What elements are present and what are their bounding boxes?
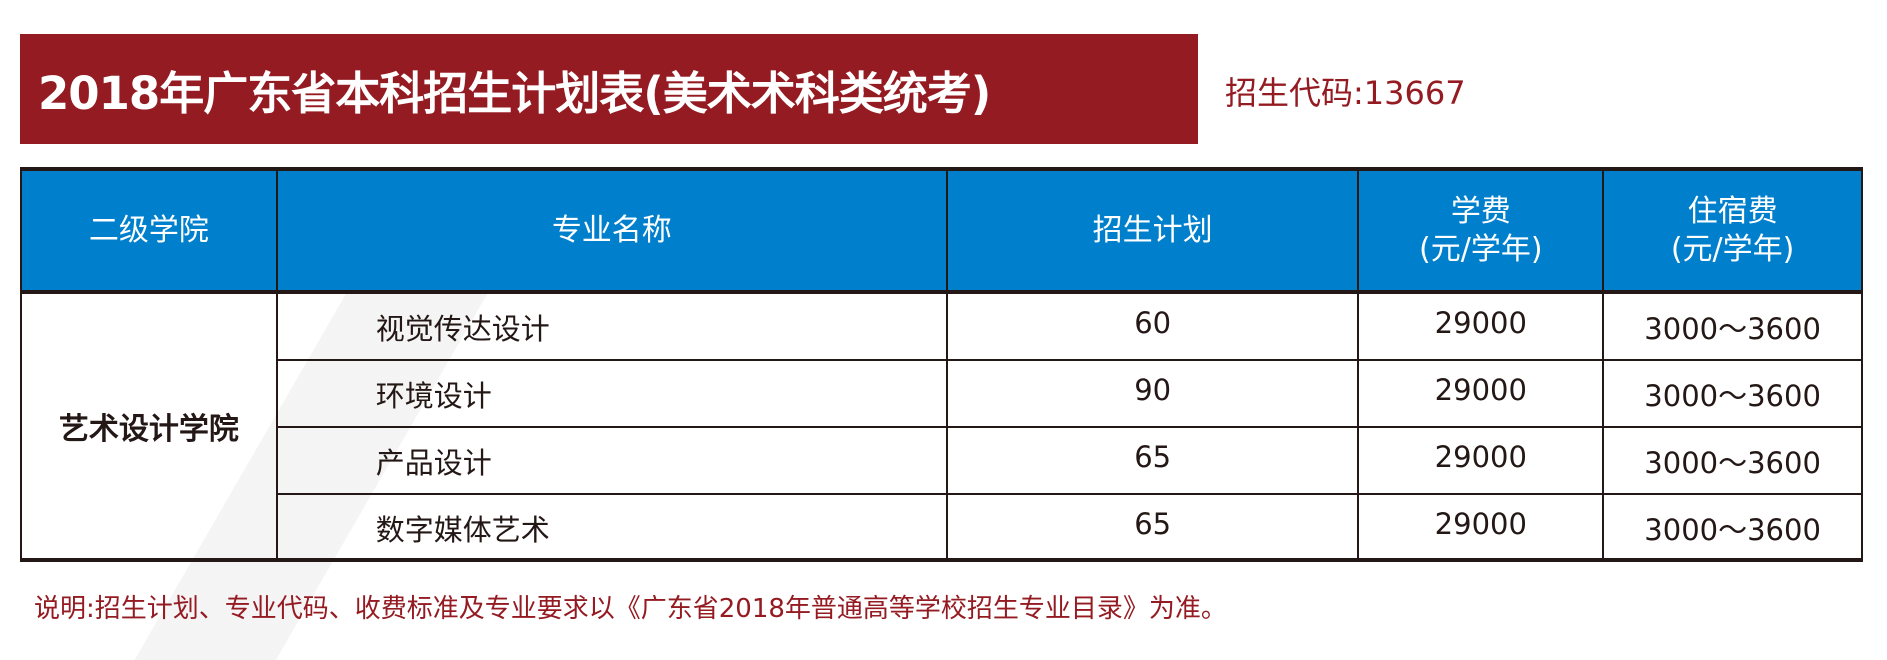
tuition-cell: 29000 <box>1357 359 1605 428</box>
header-tuition-line2: (元/学年) <box>1419 231 1543 267</box>
header-college: 二级学院 <box>20 168 278 293</box>
tuition-cell: 29000 <box>1357 426 1605 495</box>
plan-cell: 90 <box>945 359 1360 428</box>
major-cell: 数字媒体艺术 <box>275 493 948 561</box>
dorm-cell: 3000～3600 <box>1602 359 1863 428</box>
footnote: 说明:招生计划、专业代码、收费标准及专业要求以《广东省2018年普通高等学校招生… <box>34 594 1227 624</box>
header-dorm-line2: (元/学年) <box>1670 231 1795 267</box>
enrollment-code: 招生代码:13667 <box>1225 74 1466 112</box>
plan-cell: 65 <box>945 426 1360 495</box>
table-row: 艺术设计学院 视觉传达设计 60 29000 3000～3600 <box>20 291 1863 561</box>
header-dorm-line1: 住宿费 <box>1687 193 1778 229</box>
header-dorm: 住宿费 (元/学年) <box>1602 168 1863 293</box>
college-cell: 艺术设计学院 <box>20 291 278 561</box>
header-plan: 招生计划 <box>945 168 1360 293</box>
major-cell: 产品设计 <box>275 426 948 495</box>
table-row: 数字媒体艺术 65 29000 3000～3600 <box>21 493 1863 561</box>
header-major: 专业名称 <box>275 168 948 293</box>
table-row: 环境设计 90 29000 3000～3600 <box>21 359 1863 428</box>
dorm-cell: 3000～3600 <box>1602 493 1863 561</box>
tuition-cell: 29000 <box>1357 493 1605 561</box>
major-cell: 环境设计 <box>275 359 948 428</box>
table-header-row: 二级学院 专业名称 招生计划 学费 (元/学年) 住宿费 (元/学年) <box>20 168 1863 293</box>
header-tuition: 学费 (元/学年) <box>1357 168 1605 293</box>
title-text: 2018年广东省本科招生计划表(美术术科类统考) <box>38 66 991 120</box>
header-tuition-line1: 学费 <box>1450 193 1511 229</box>
dorm-cell: 3000～3600 <box>1602 426 1863 495</box>
page-title: 2018年广东省本科招生计划表(美术术科类统考) <box>20 34 1198 144</box>
major-cell: 视觉传达设计 <box>275 291 948 361</box>
enrollment-plan-table: 二级学院 专业名称 招生计划 学费 (元/学年) 住宿费 (元/学年) 艺术设计学院… <box>20 167 1863 562</box>
table-row: 产品设计 65 29000 3000～3600 <box>21 426 1863 495</box>
plan-cell: 65 <box>945 493 1360 561</box>
dorm-cell: 3000～3600 <box>1602 291 1863 361</box>
plan-cell: 60 <box>945 291 1360 361</box>
tuition-cell: 29000 <box>1357 291 1605 361</box>
